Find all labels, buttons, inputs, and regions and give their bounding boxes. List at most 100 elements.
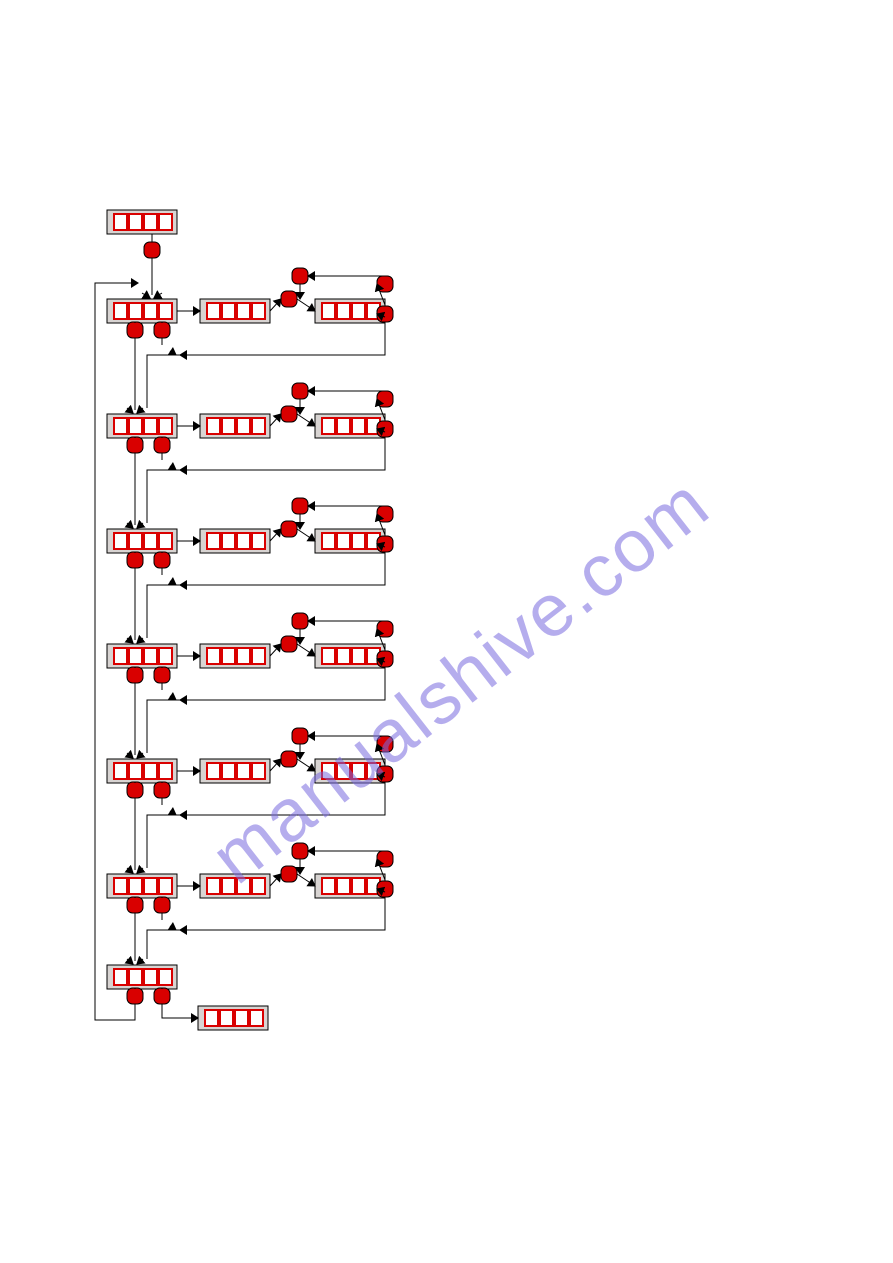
row0-left-node xyxy=(107,299,177,323)
row2-right-node xyxy=(315,529,385,553)
row5-btn-mid xyxy=(281,866,297,882)
row5-btn-top xyxy=(292,843,308,859)
row3-right-node xyxy=(315,644,385,668)
row0-right-node xyxy=(315,299,385,323)
flowchart-canvas xyxy=(0,0,893,1263)
row1-left-node xyxy=(107,414,177,438)
start-node xyxy=(107,210,177,234)
flow-edge xyxy=(180,782,385,815)
flow-edge xyxy=(147,585,180,638)
row5-left-node xyxy=(107,874,177,898)
row4-mid-node xyxy=(200,759,270,783)
row3-mid-node xyxy=(200,644,270,668)
flow-edge xyxy=(270,644,281,656)
flow-edge xyxy=(180,897,385,930)
flow-edge xyxy=(147,815,180,868)
flow-edge xyxy=(270,529,281,541)
flow-edge xyxy=(137,523,143,528)
flow-edge xyxy=(180,322,385,355)
flow-edge xyxy=(127,753,133,758)
flow-edge xyxy=(270,759,281,771)
flow-edge xyxy=(137,868,143,873)
flow-edge xyxy=(180,667,385,700)
row1-btn-mid xyxy=(281,406,297,422)
row5-mid-node xyxy=(200,874,270,898)
flow-edge xyxy=(137,753,143,758)
row3-btn-mid xyxy=(281,636,297,652)
row1-btn-b xyxy=(154,437,170,453)
row3-btn-top xyxy=(292,613,308,629)
row3-btn-a xyxy=(127,667,143,683)
row4-btn-a xyxy=(127,782,143,798)
row2-btn-far-b xyxy=(377,536,393,552)
flow-edge xyxy=(180,552,385,585)
row4-btn-b xyxy=(154,782,170,798)
flow-edge xyxy=(147,470,180,523)
row0-btn-mid xyxy=(281,291,297,307)
row4-btn-mid xyxy=(281,751,297,767)
row2-btn-top xyxy=(292,498,308,514)
flow-edge xyxy=(162,1004,198,1018)
flow-edge xyxy=(170,811,176,815)
flow-edge xyxy=(270,299,281,311)
row1-btn-far-b xyxy=(377,421,393,437)
flow-edge xyxy=(170,351,176,355)
row4-right-node xyxy=(315,759,385,783)
flow-edge xyxy=(297,644,315,656)
bottom-btn-b xyxy=(154,988,170,1004)
row2-btn-b xyxy=(154,552,170,568)
row5-btn-a xyxy=(127,897,143,913)
row1-right-node xyxy=(315,414,385,438)
flow-edge xyxy=(297,759,315,771)
row3-btn-b xyxy=(154,667,170,683)
row0-btn-far-b xyxy=(377,306,393,322)
flow-edge xyxy=(170,581,176,585)
row5-btn-far-b xyxy=(377,881,393,897)
flow-edge xyxy=(147,930,180,959)
flow-edge xyxy=(147,355,180,408)
flow-edge xyxy=(270,874,281,886)
row4-btn-top xyxy=(292,728,308,744)
row0-btn-b xyxy=(154,322,170,338)
row2-btn-a xyxy=(127,552,143,568)
flow-edge xyxy=(137,959,143,964)
flow-edge xyxy=(297,874,315,886)
row3-left-node xyxy=(107,644,177,668)
row1-mid-node xyxy=(200,414,270,438)
row0-btn-a xyxy=(127,322,143,338)
row2-btn-mid xyxy=(281,521,297,537)
flow-edge xyxy=(170,696,176,700)
flow-edge xyxy=(170,466,176,470)
row2-left-node xyxy=(107,529,177,553)
flow-edge xyxy=(154,293,162,298)
flow-edge xyxy=(127,868,133,873)
row0-btn-top xyxy=(292,268,308,284)
flow-edge xyxy=(147,700,180,753)
start-button xyxy=(144,242,160,258)
flow-edge xyxy=(137,408,143,413)
row5-btn-b xyxy=(154,897,170,913)
row1-btn-top xyxy=(292,383,308,399)
flow-edge xyxy=(127,959,133,964)
flow-edge xyxy=(297,414,315,426)
flow-edge xyxy=(270,414,281,426)
flow-edge xyxy=(127,638,133,643)
row4-btn-far-b xyxy=(377,766,393,782)
flow-edge xyxy=(297,529,315,541)
flow-edge xyxy=(297,299,315,311)
row3-btn-far-b xyxy=(377,651,393,667)
row4-left-node xyxy=(107,759,177,783)
flow-edge xyxy=(127,408,133,413)
row1-btn-a xyxy=(127,437,143,453)
bottom-btn-a xyxy=(127,988,143,1004)
bottom-left-node xyxy=(107,965,177,989)
flow-edge xyxy=(127,523,133,528)
flow-edge xyxy=(170,926,176,930)
row2-mid-node xyxy=(200,529,270,553)
end-node xyxy=(198,1006,268,1030)
flow-edge xyxy=(137,638,143,643)
flow-edge xyxy=(180,437,385,470)
flow-edge xyxy=(142,293,150,298)
row5-right-node xyxy=(315,874,385,898)
row0-mid-node xyxy=(200,299,270,323)
